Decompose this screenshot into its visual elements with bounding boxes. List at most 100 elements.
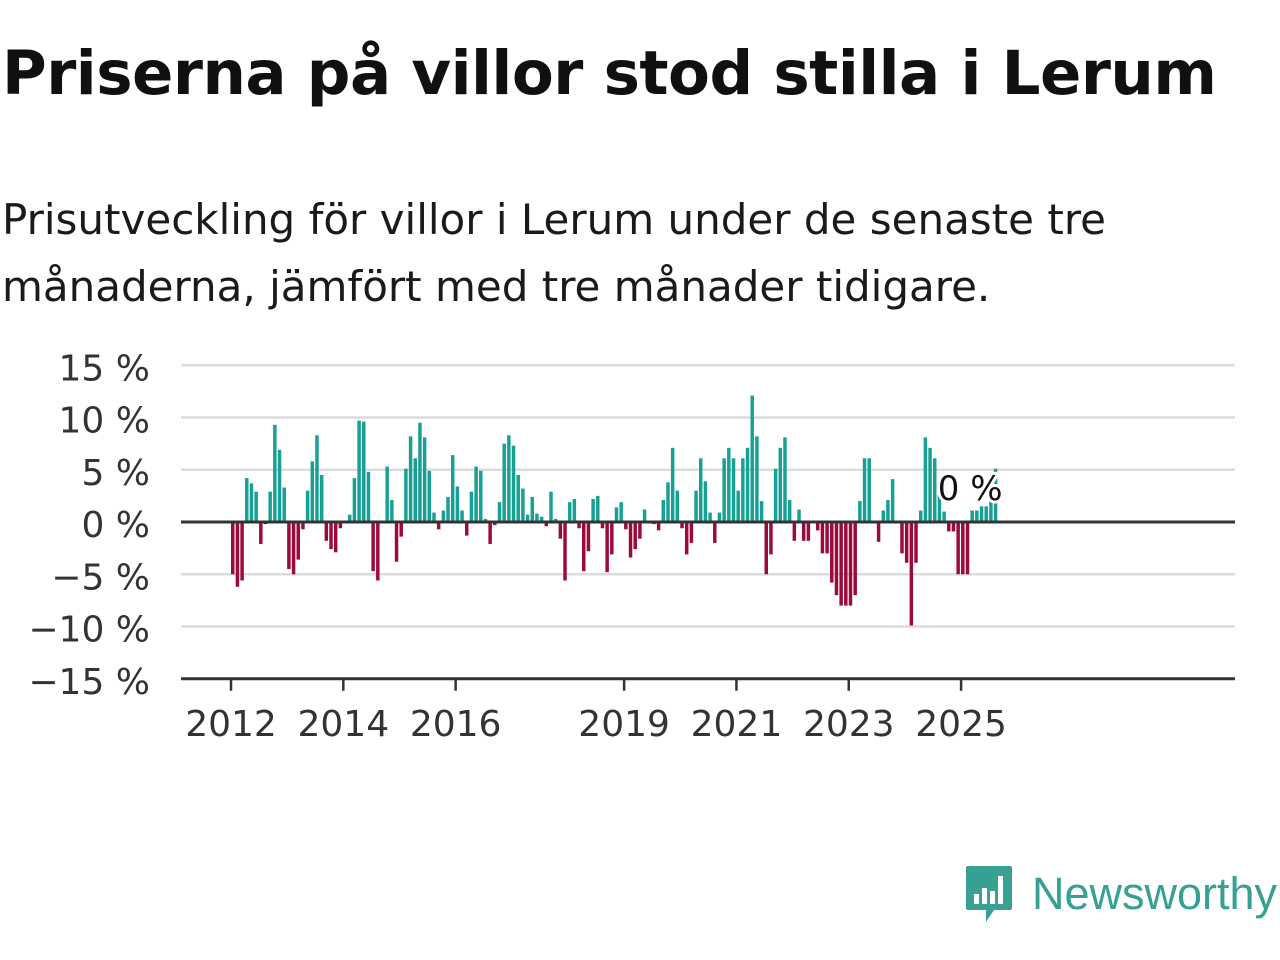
latest-value-label: 0 % bbox=[938, 469, 1003, 509]
bar bbox=[633, 522, 637, 550]
bar bbox=[521, 488, 525, 522]
bar bbox=[614, 507, 619, 522]
bar bbox=[436, 522, 441, 530]
bar bbox=[497, 502, 502, 522]
bar bbox=[703, 481, 708, 522]
bar bbox=[708, 512, 712, 522]
bar bbox=[769, 522, 773, 555]
bar bbox=[914, 522, 918, 563]
bar bbox=[694, 490, 698, 522]
bar bbox=[675, 490, 680, 522]
bar bbox=[642, 509, 647, 522]
bar bbox=[408, 436, 413, 522]
bar bbox=[329, 522, 333, 550]
bar bbox=[638, 522, 642, 539]
bar bbox=[965, 522, 970, 575]
bar bbox=[886, 500, 890, 522]
bar bbox=[867, 458, 871, 522]
bar bbox=[488, 522, 492, 544]
bar bbox=[249, 483, 254, 522]
bar bbox=[970, 510, 974, 522]
page-title: Priserna på villor stod stilla i Lerum bbox=[2, 38, 1217, 109]
bar bbox=[469, 491, 474, 522]
bar bbox=[418, 422, 422, 522]
bar bbox=[666, 482, 670, 522]
bar bbox=[834, 522, 839, 596]
bar bbox=[928, 447, 932, 522]
bar bbox=[670, 447, 675, 522]
bar bbox=[310, 461, 315, 522]
bar bbox=[773, 468, 778, 522]
bar bbox=[352, 478, 357, 522]
bar bbox=[951, 522, 956, 532]
x-tick-label: 2023 bbox=[803, 704, 895, 745]
y-tick-label: 0 % bbox=[81, 505, 150, 546]
bar bbox=[984, 506, 988, 522]
bar bbox=[301, 522, 305, 530]
bar bbox=[305, 490, 310, 522]
x-tick-label: 2025 bbox=[915, 704, 1007, 745]
bar bbox=[291, 522, 296, 575]
bar bbox=[605, 522, 609, 573]
bar bbox=[582, 522, 586, 572]
bar bbox=[759, 501, 764, 522]
bar bbox=[628, 522, 633, 558]
bar bbox=[567, 502, 572, 522]
y-tick-label: −5 % bbox=[51, 557, 150, 598]
bar bbox=[853, 522, 857, 596]
bar bbox=[839, 522, 843, 606]
bar bbox=[399, 522, 403, 537]
bar bbox=[259, 522, 263, 544]
bar bbox=[586, 522, 591, 552]
bar bbox=[600, 522, 605, 529]
bar bbox=[404, 468, 408, 522]
bar bbox=[881, 510, 885, 522]
bar bbox=[460, 510, 464, 522]
bar bbox=[502, 443, 506, 523]
bar bbox=[918, 510, 923, 522]
bar bbox=[699, 458, 703, 522]
bar bbox=[455, 486, 460, 522]
bar bbox=[268, 491, 272, 522]
bar bbox=[816, 522, 820, 531]
bar bbox=[254, 491, 258, 522]
bar bbox=[862, 458, 867, 522]
bar bbox=[764, 522, 768, 575]
bar bbox=[376, 522, 380, 581]
bar bbox=[507, 435, 511, 522]
bar bbox=[656, 522, 661, 531]
bar bbox=[245, 478, 249, 522]
bar bbox=[539, 516, 544, 522]
bar bbox=[324, 522, 329, 541]
bar bbox=[441, 510, 446, 522]
bar bbox=[923, 437, 928, 522]
x-tick-label: 2021 bbox=[691, 704, 783, 745]
y-tick-label: −15 % bbox=[28, 662, 150, 703]
bar bbox=[975, 510, 979, 522]
bar bbox=[755, 436, 759, 522]
bar bbox=[624, 522, 628, 530]
bar bbox=[797, 509, 801, 522]
bar bbox=[890, 479, 895, 522]
bar bbox=[277, 449, 282, 522]
bar bbox=[750, 395, 754, 522]
bar bbox=[572, 499, 577, 522]
bar bbox=[904, 522, 909, 563]
brand-name: Newsworthy bbox=[1032, 868, 1278, 919]
bar bbox=[680, 522, 684, 529]
bar bbox=[610, 522, 614, 555]
bar bbox=[909, 522, 914, 626]
bar bbox=[525, 514, 530, 522]
bar bbox=[933, 458, 937, 522]
bar bbox=[722, 458, 726, 522]
y-tick-label: 15 % bbox=[59, 348, 150, 389]
bar bbox=[319, 474, 324, 522]
bar bbox=[783, 437, 787, 522]
page-subtitle: Prisutveckling för villor i Lerum under … bbox=[2, 195, 1106, 311]
bar bbox=[741, 458, 745, 522]
bar bbox=[366, 471, 371, 522]
x-axis-ticks: 2012 2014 2016 2019 2021 2023 2025 bbox=[185, 678, 1007, 745]
bar bbox=[778, 447, 783, 522]
x-tick-label: 2016 bbox=[410, 704, 502, 745]
bar bbox=[357, 420, 361, 522]
